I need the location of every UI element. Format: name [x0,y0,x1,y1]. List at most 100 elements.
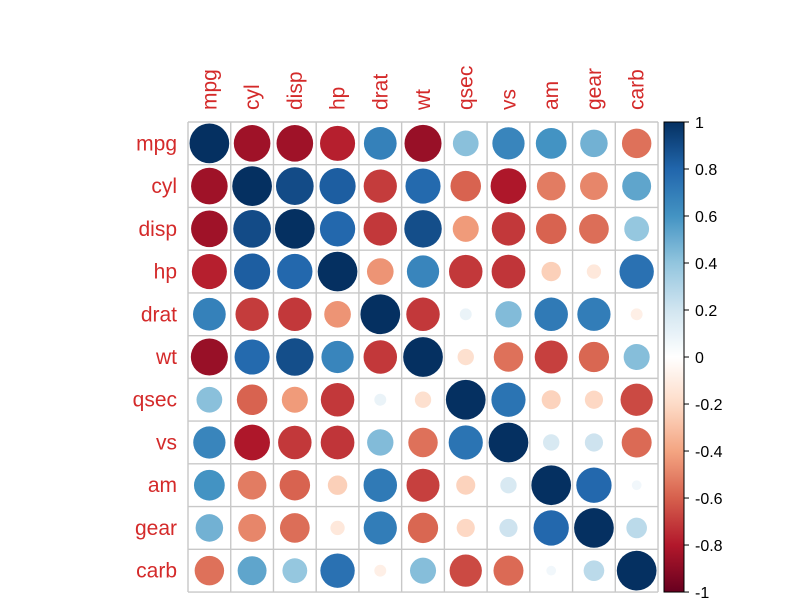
corr-circle-vs-hp [320,425,355,460]
column-label-carb: carb [626,69,649,110]
corr-circle-drat-wt [406,297,440,332]
corr-circle-carb-cyl [237,556,267,586]
corr-circle-cyl-mpg [191,167,228,205]
corr-circle-wt-cyl [234,339,270,375]
corr-circle-carb-qsec [449,554,482,587]
corr-circle-vs-carb [621,427,652,458]
corr-circle-am-wt [406,468,440,502]
corr-circle-gear-wt [407,512,439,544]
corr-circle-disp-mpg [191,210,228,248]
corr-circle-drat-qsec [459,308,472,321]
colorbar-gradient [663,121,685,593]
corr-circle-carb-gear [583,560,605,581]
corr-circle-am-disp [279,469,311,501]
corr-circle-wt-vs [493,342,524,372]
corr-circle-am-hp [327,475,348,495]
corr-circle-disp-qsec [452,215,479,242]
corr-circle-hp-hp [317,251,358,292]
colorbar-tick-label: -1 [695,585,709,602]
column-label-qsec: qsec [455,66,478,110]
column-label-hp: hp [327,87,350,110]
corr-circle-carb-carb [616,550,657,591]
corr-circle-disp-gear [579,213,609,244]
corr-circle-drat-am [534,297,568,332]
corr-circle-am-vs [500,477,517,494]
colorbar-tick-label: 0.2 [695,303,717,320]
corr-circle-mpg-hp [320,125,356,161]
corr-circle-qsec-hp [320,383,355,417]
row-label-drat: drat [141,303,177,326]
corr-circle-gear-vs [499,518,518,538]
corr-circle-hp-gear [586,264,602,279]
corr-circle-drat-drat [360,294,401,335]
colorbar-tick-label: -0.2 [695,397,723,414]
colorbar-tick-label: 0 [695,350,704,367]
corr-circle-hp-disp [277,253,313,290]
corr-circle-hp-qsec [449,254,483,289]
corr-circle-cyl-gear [580,172,608,201]
corr-circle-qsec-disp [281,386,308,413]
corr-circle-mpg-vs [492,127,525,160]
corr-circle-carb-hp [320,553,355,588]
corr-circle-cyl-carb [622,171,652,201]
column-label-am: am [540,81,563,110]
column-label-vs: vs [497,89,520,110]
column-label-wt: wt [412,89,435,111]
column-label-cyl: cyl [241,84,264,110]
row-label-wt: wt [155,346,177,369]
corr-circle-vs-gear [584,433,604,452]
corr-circle-gear-drat [363,511,397,545]
colorbar-tick-label: -0.4 [695,444,723,461]
corr-circle-disp-carb [624,216,650,242]
corr-circle-wt-disp [276,338,314,376]
row-label-carb: carb [136,560,177,583]
corr-circle-carb-disp [282,558,308,584]
row-label-vs: vs [156,431,177,454]
corr-circle-disp-cyl [233,209,271,248]
column-labels: mpg cyl disp hp drat wt qsec vs am gear carb [198,66,648,111]
colorbar-tick-label: -0.6 [695,491,723,508]
corr-circle-disp-vs [491,212,526,246]
corr-circle-mpg-carb [621,128,652,159]
corr-circle-cyl-vs [490,168,527,204]
corr-circle-mpg-cyl [233,125,271,162]
corr-circle-mpg-gear [580,129,608,158]
corr-circle-am-qsec [456,475,476,495]
corr-circle-gear-am [533,510,569,546]
column-label-drat: drat [369,74,392,110]
row-label-cyl: cyl [151,175,177,198]
corr-circle-am-carb [631,480,642,491]
row-label-disp: disp [138,218,177,241]
corr-circle-gear-carb [626,517,647,539]
corr-circle-gear-hp [330,520,345,536]
corr-circle-drat-cyl [235,297,269,331]
corr-circle-vs-qsec [448,425,483,460]
corr-circle-gear-gear [574,508,614,548]
corr-circle-vs-mpg [193,426,226,459]
corr-circle-mpg-disp [276,125,314,162]
corr-circle-hp-vs [491,254,526,289]
corr-circle-wt-carb [623,343,650,371]
corr-circle-drat-vs [495,301,522,328]
row-label-mpg: mpg [136,132,177,155]
corr-circle-carb-vs [493,555,524,586]
corr-circle-carb-wt [409,557,437,584]
corr-circle-am-drat [363,468,398,502]
row-label-hp: hp [154,261,177,284]
column-label-gear: gear [583,68,606,110]
corr-circle-disp-wt [404,210,442,248]
corr-circle-drat-disp [278,297,312,332]
corr-circle-hp-drat [366,258,394,285]
corr-circle-cyl-wt [405,168,441,204]
colorbar: 1 0.8 0.6 0.4 0.2 0 -0.2 -0.4 -0.6 -0.8 -1 [663,115,723,602]
corr-circle-mpg-wt [404,124,442,162]
corr-circle-drat-mpg [192,297,226,331]
corr-circle-vs-cyl [234,424,270,461]
corr-circle-qsec-gear [584,390,604,409]
row-label-am: am [148,474,177,497]
corr-circle-mpg-qsec [452,130,479,157]
corr-circle-qsec-drat [374,393,387,406]
row-labels: mpg cyl disp hp drat wt qsec vs am gear carb [133,132,178,582]
corr-circle-wt-wt [403,337,443,377]
